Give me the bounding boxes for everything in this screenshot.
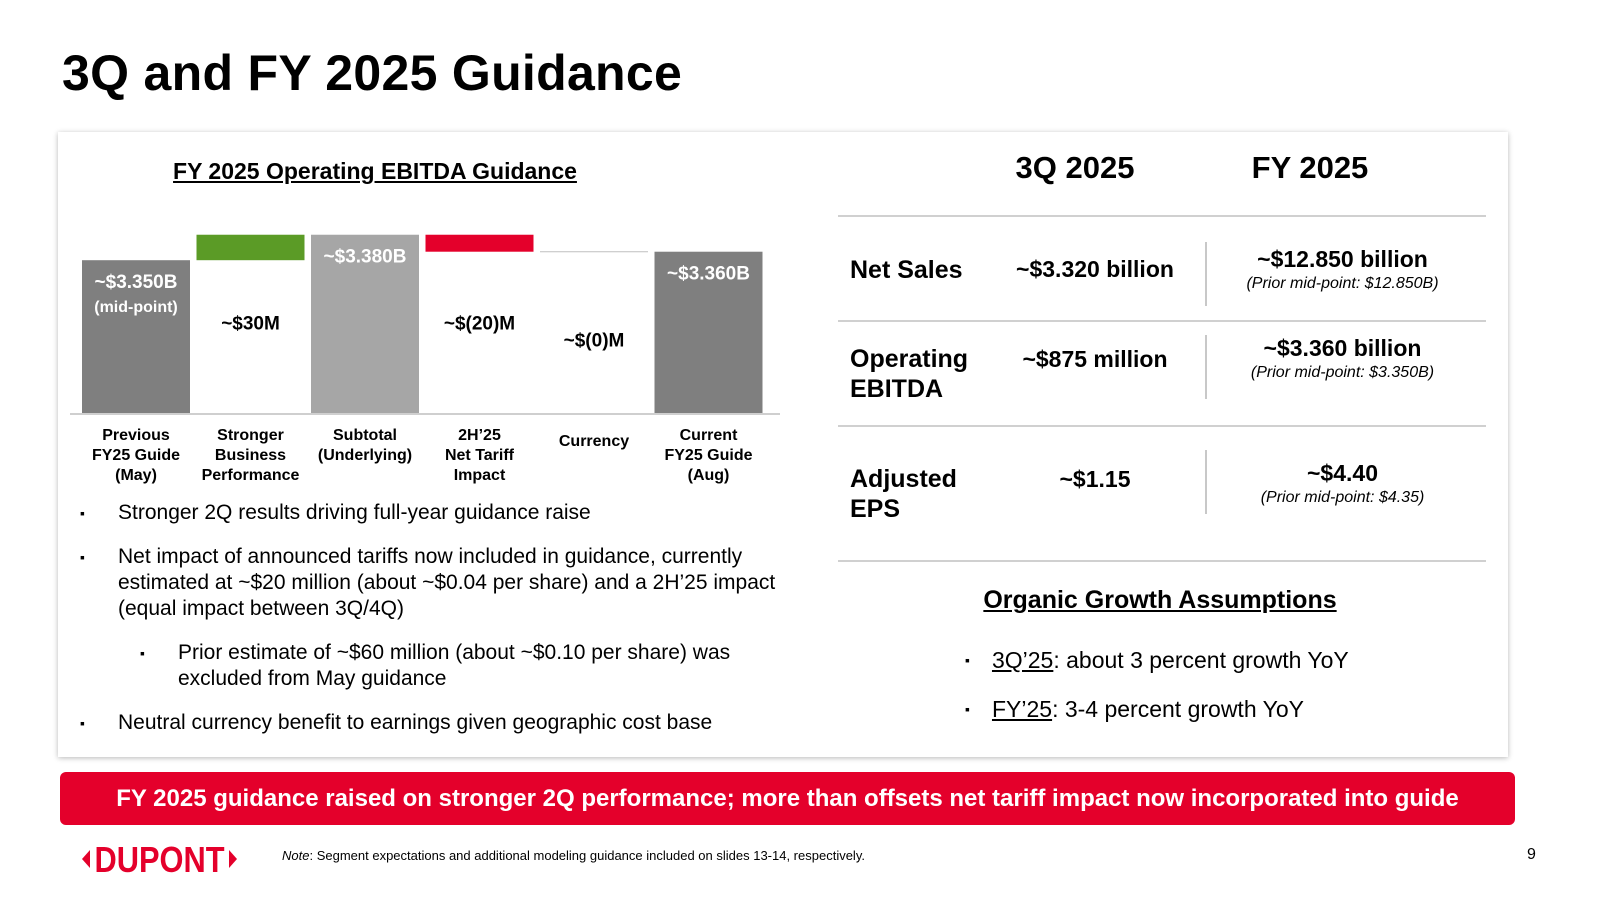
page-number: 9	[1527, 846, 1536, 863]
bullet-icon: ▪	[965, 652, 970, 668]
bullet-item: ▪ Stronger 2Q results driving full-year g…	[80, 500, 780, 526]
dupont-logo: DUPONT	[82, 839, 237, 880]
net-sales-3q-value: ~$3.320 billion	[1016, 256, 1174, 282]
category-label: Performance	[202, 467, 300, 484]
bar-value-label: ~$(20)M	[444, 314, 515, 335]
bullet-icon: ▪	[80, 505, 85, 521]
waterfall-bar	[425, 234, 534, 252]
bullet-icon: ▪	[965, 701, 970, 717]
operating-ebitda-fy-prior: (Prior mid-point: $3.350B)	[1250, 364, 1435, 381]
bullet-icon: ▪	[140, 645, 145, 661]
column-header-fy: FY 2025	[1251, 150, 1369, 185]
organic-growth-term: FY’25	[991, 696, 1053, 722]
table-divider	[838, 425, 1486, 427]
sub-bullet-item: ▪ Prior estimate of ~$60 million (about ~…	[80, 640, 780, 692]
category-label: Subtotal	[333, 427, 397, 444]
net-sales-fy-value: ~$12.850 billion	[1257, 246, 1428, 272]
waterfall-bar	[82, 260, 190, 413]
key-message-banner: FY 2025 guidance raised on stronger 2Q p…	[60, 772, 1515, 825]
table-divider	[838, 215, 1486, 217]
operating-ebitda-fy-cell: ~$3.360 billion (Prior mid-point: $3.350…	[1210, 335, 1475, 382]
adjusted-eps-3q-value: ~$1.15	[1059, 466, 1131, 492]
category-label: Impact	[454, 467, 506, 484]
column-divider	[1205, 335, 1207, 399]
adjusted-eps-fy-cell: ~$4.40 (Prior mid-point: $4.35)	[1210, 460, 1475, 507]
table-divider	[838, 560, 1486, 562]
bullet-text: Prior estimate of ~$60 million (about ~$…	[178, 641, 731, 690]
operating-ebitda-3q-value: ~$875 million	[1022, 346, 1168, 372]
adjusted-eps-fy-prior: (Prior mid-point: $4.35)	[1260, 489, 1425, 506]
category-label: Net Tariff	[445, 447, 515, 464]
bullet-icon: ▪	[80, 715, 85, 731]
row-label-adjusted-eps: Adjusted EPS	[850, 465, 957, 523]
table-divider	[838, 320, 1486, 322]
footnote-text: : Segment expectations and additional mo…	[309, 848, 865, 863]
waterfall-chart: ~$3.350B (mid-point) Previous FY25 Guide (Ma…	[70, 234, 780, 484]
organic-growth-title: Organic Growth Assumptions	[983, 586, 1337, 614]
category-label: FY25 Guide	[92, 447, 180, 464]
page-title: 3Q and FY 2025 Guidance	[62, 45, 683, 101]
operating-ebitda-fy-value: ~$3.360 billion	[1263, 335, 1422, 361]
organic-growth-item: ▪ FY’25: 3-4 percent growth YoY	[965, 696, 1304, 723]
category-label: (Aug)	[688, 467, 730, 484]
bar-value-label: ~$(0)M	[564, 331, 625, 352]
category-label: (Underlying)	[318, 447, 412, 464]
waterfall-bar	[196, 234, 305, 261]
category-label: Previous	[102, 427, 170, 444]
bar-value-label: (mid-point)	[94, 299, 178, 316]
net-sales-fy-cell: ~$12.850 billion (Prior mid-point: $12.8…	[1210, 246, 1475, 293]
bullet-text: Neutral currency benefit to earnings giv…	[118, 711, 713, 734]
column-divider	[1205, 242, 1207, 306]
bar-value-label: ~$30M	[221, 314, 280, 335]
category-label: 2H’25	[458, 427, 501, 444]
row-label-net-sales: Net Sales	[850, 256, 963, 284]
left-bullet-list: ▪ Stronger 2Q results driving full-year g…	[80, 500, 780, 754]
net-sales-fy-prior: (Prior mid-point: $12.850B)	[1246, 275, 1439, 292]
bullet-icon: ▪	[80, 549, 85, 565]
footnote-label: Note	[282, 848, 310, 863]
category-label: Business	[215, 447, 286, 464]
bar-value-label: ~$3.380B	[324, 247, 407, 268]
footnote: Note: Segment expectations and additiona…	[282, 848, 865, 863]
waterfall-bar	[311, 234, 419, 413]
category-label: (May)	[115, 467, 157, 484]
bullet-item: ▪ Neutral currency benefit to earnings gi…	[80, 710, 780, 736]
organic-growth-term: 3Q’25	[991, 647, 1054, 673]
row-label-operating-ebitda: Operating EBITDA	[850, 345, 969, 403]
organic-growth-text: : 3-4 percent growth YoY	[1052, 696, 1304, 722]
category-label: Currency	[559, 433, 629, 450]
bar-value-label: ~$3.350B	[95, 272, 178, 293]
organic-growth-text: : about 3 percent growth YoY	[1053, 647, 1349, 673]
svg-text:DUPONT: DUPONT	[95, 839, 225, 880]
waterfall-bar	[654, 251, 763, 413]
bullet-text: Net impact of announced tariffs now incl…	[118, 545, 776, 620]
adjusted-eps-fy-value: ~$4.40	[1307, 460, 1378, 486]
bullet-item: ▪ Net impact of announced tariffs now inc…	[80, 544, 780, 622]
category-label: Current	[680, 427, 738, 444]
category-label: FY25 Guide	[664, 447, 752, 464]
bar-value-label: ~$3.360B	[667, 264, 750, 285]
organic-growth-item: ▪ 3Q’25: about 3 percent growth YoY	[965, 647, 1349, 674]
bullet-text: Stronger 2Q results driving full-year gu…	[118, 501, 591, 524]
chart-title: FY 2025 Operating EBITDA Guidance	[173, 158, 577, 184]
column-divider	[1205, 450, 1207, 514]
column-header-3q: 3Q 2025	[1015, 150, 1135, 185]
category-label: Stronger	[217, 427, 284, 444]
